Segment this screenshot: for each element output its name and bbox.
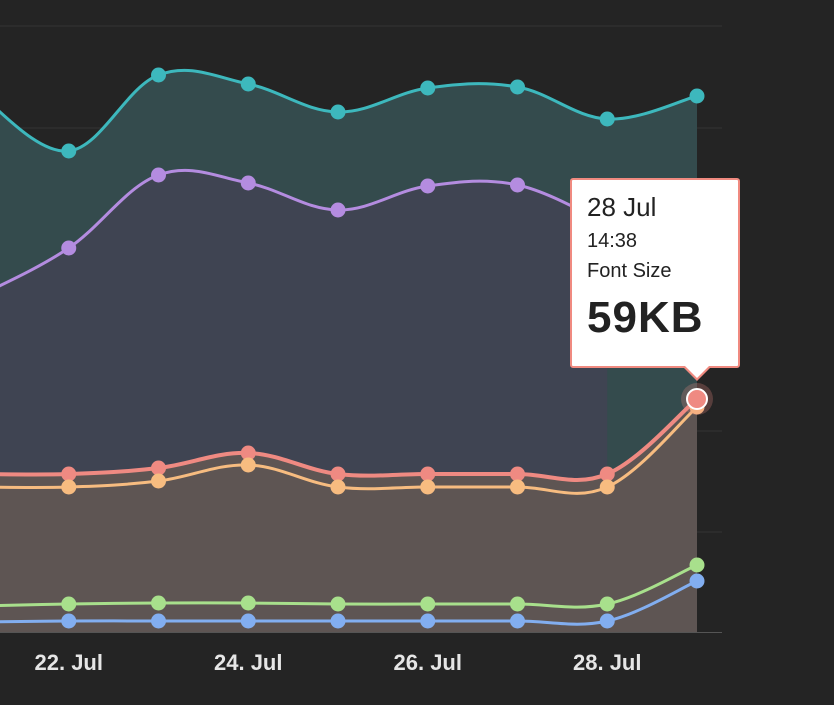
data-point-s2-4 [331, 467, 346, 482]
data-point-s0-4 [331, 105, 346, 120]
data-point-s2-7 [600, 467, 615, 482]
data-point-s0-1 [61, 144, 76, 159]
data-point-s3-4 [331, 480, 346, 495]
x-tick-label-2: 26. Jul [394, 650, 462, 675]
x-tick-label-1: 24. Jul [214, 650, 282, 675]
data-point-s5-2 [151, 614, 166, 629]
data-point-s1-6 [510, 178, 525, 193]
tooltip-series-name: Font Size [587, 256, 738, 286]
data-point-s3-1 [61, 480, 76, 495]
data-point-s5-7 [600, 614, 615, 629]
data-point-s4-6 [510, 597, 525, 612]
data-point-s5-3 [241, 614, 256, 629]
data-point-s3-3 [241, 458, 256, 473]
tooltip: 28 Jul 14:38 Font Size 59KB [570, 178, 740, 368]
data-point-s5-1 [61, 614, 76, 629]
data-point-s2-6 [510, 467, 525, 482]
data-point-s3-7 [600, 480, 615, 495]
data-point-s5-6 [510, 614, 525, 629]
data-point-s5-8 [690, 574, 705, 589]
x-tick-label-0: 22. Jul [35, 650, 103, 675]
data-point-s0-3 [241, 77, 256, 92]
tooltip-value: 59KB [587, 292, 738, 344]
hover-point [687, 389, 707, 409]
tooltip-time: 14:38 [587, 226, 738, 256]
data-point-s4-1 [61, 597, 76, 612]
data-point-s0-7 [600, 112, 615, 127]
data-point-s3-5 [420, 480, 435, 495]
data-point-s0-5 [420, 81, 435, 96]
data-point-s3-6 [510, 480, 525, 495]
data-point-s4-4 [331, 597, 346, 612]
data-point-s4-5 [420, 597, 435, 612]
data-point-s0-8 [690, 89, 705, 104]
data-point-s1-2 [151, 168, 166, 183]
x-tick-label-3: 28. Jul [573, 650, 641, 675]
data-point-s4-3 [241, 596, 256, 611]
tooltip-date: 28 Jul [587, 192, 738, 222]
data-point-s4-8 [690, 558, 705, 573]
data-point-s1-4 [331, 203, 346, 218]
data-point-s2-2 [151, 461, 166, 476]
data-point-s4-2 [151, 596, 166, 611]
data-point-s2-5 [420, 467, 435, 482]
data-point-s1-5 [420, 179, 435, 194]
data-point-s1-1 [61, 241, 76, 256]
data-point-s5-5 [420, 614, 435, 629]
data-point-s5-4 [331, 614, 346, 629]
data-point-s3-2 [151, 474, 166, 489]
data-point-s4-7 [600, 597, 615, 612]
data-point-s0-6 [510, 80, 525, 95]
data-point-s2-1 [61, 467, 76, 482]
data-point-s1-3 [241, 176, 256, 191]
data-point-s0-2 [151, 68, 166, 83]
